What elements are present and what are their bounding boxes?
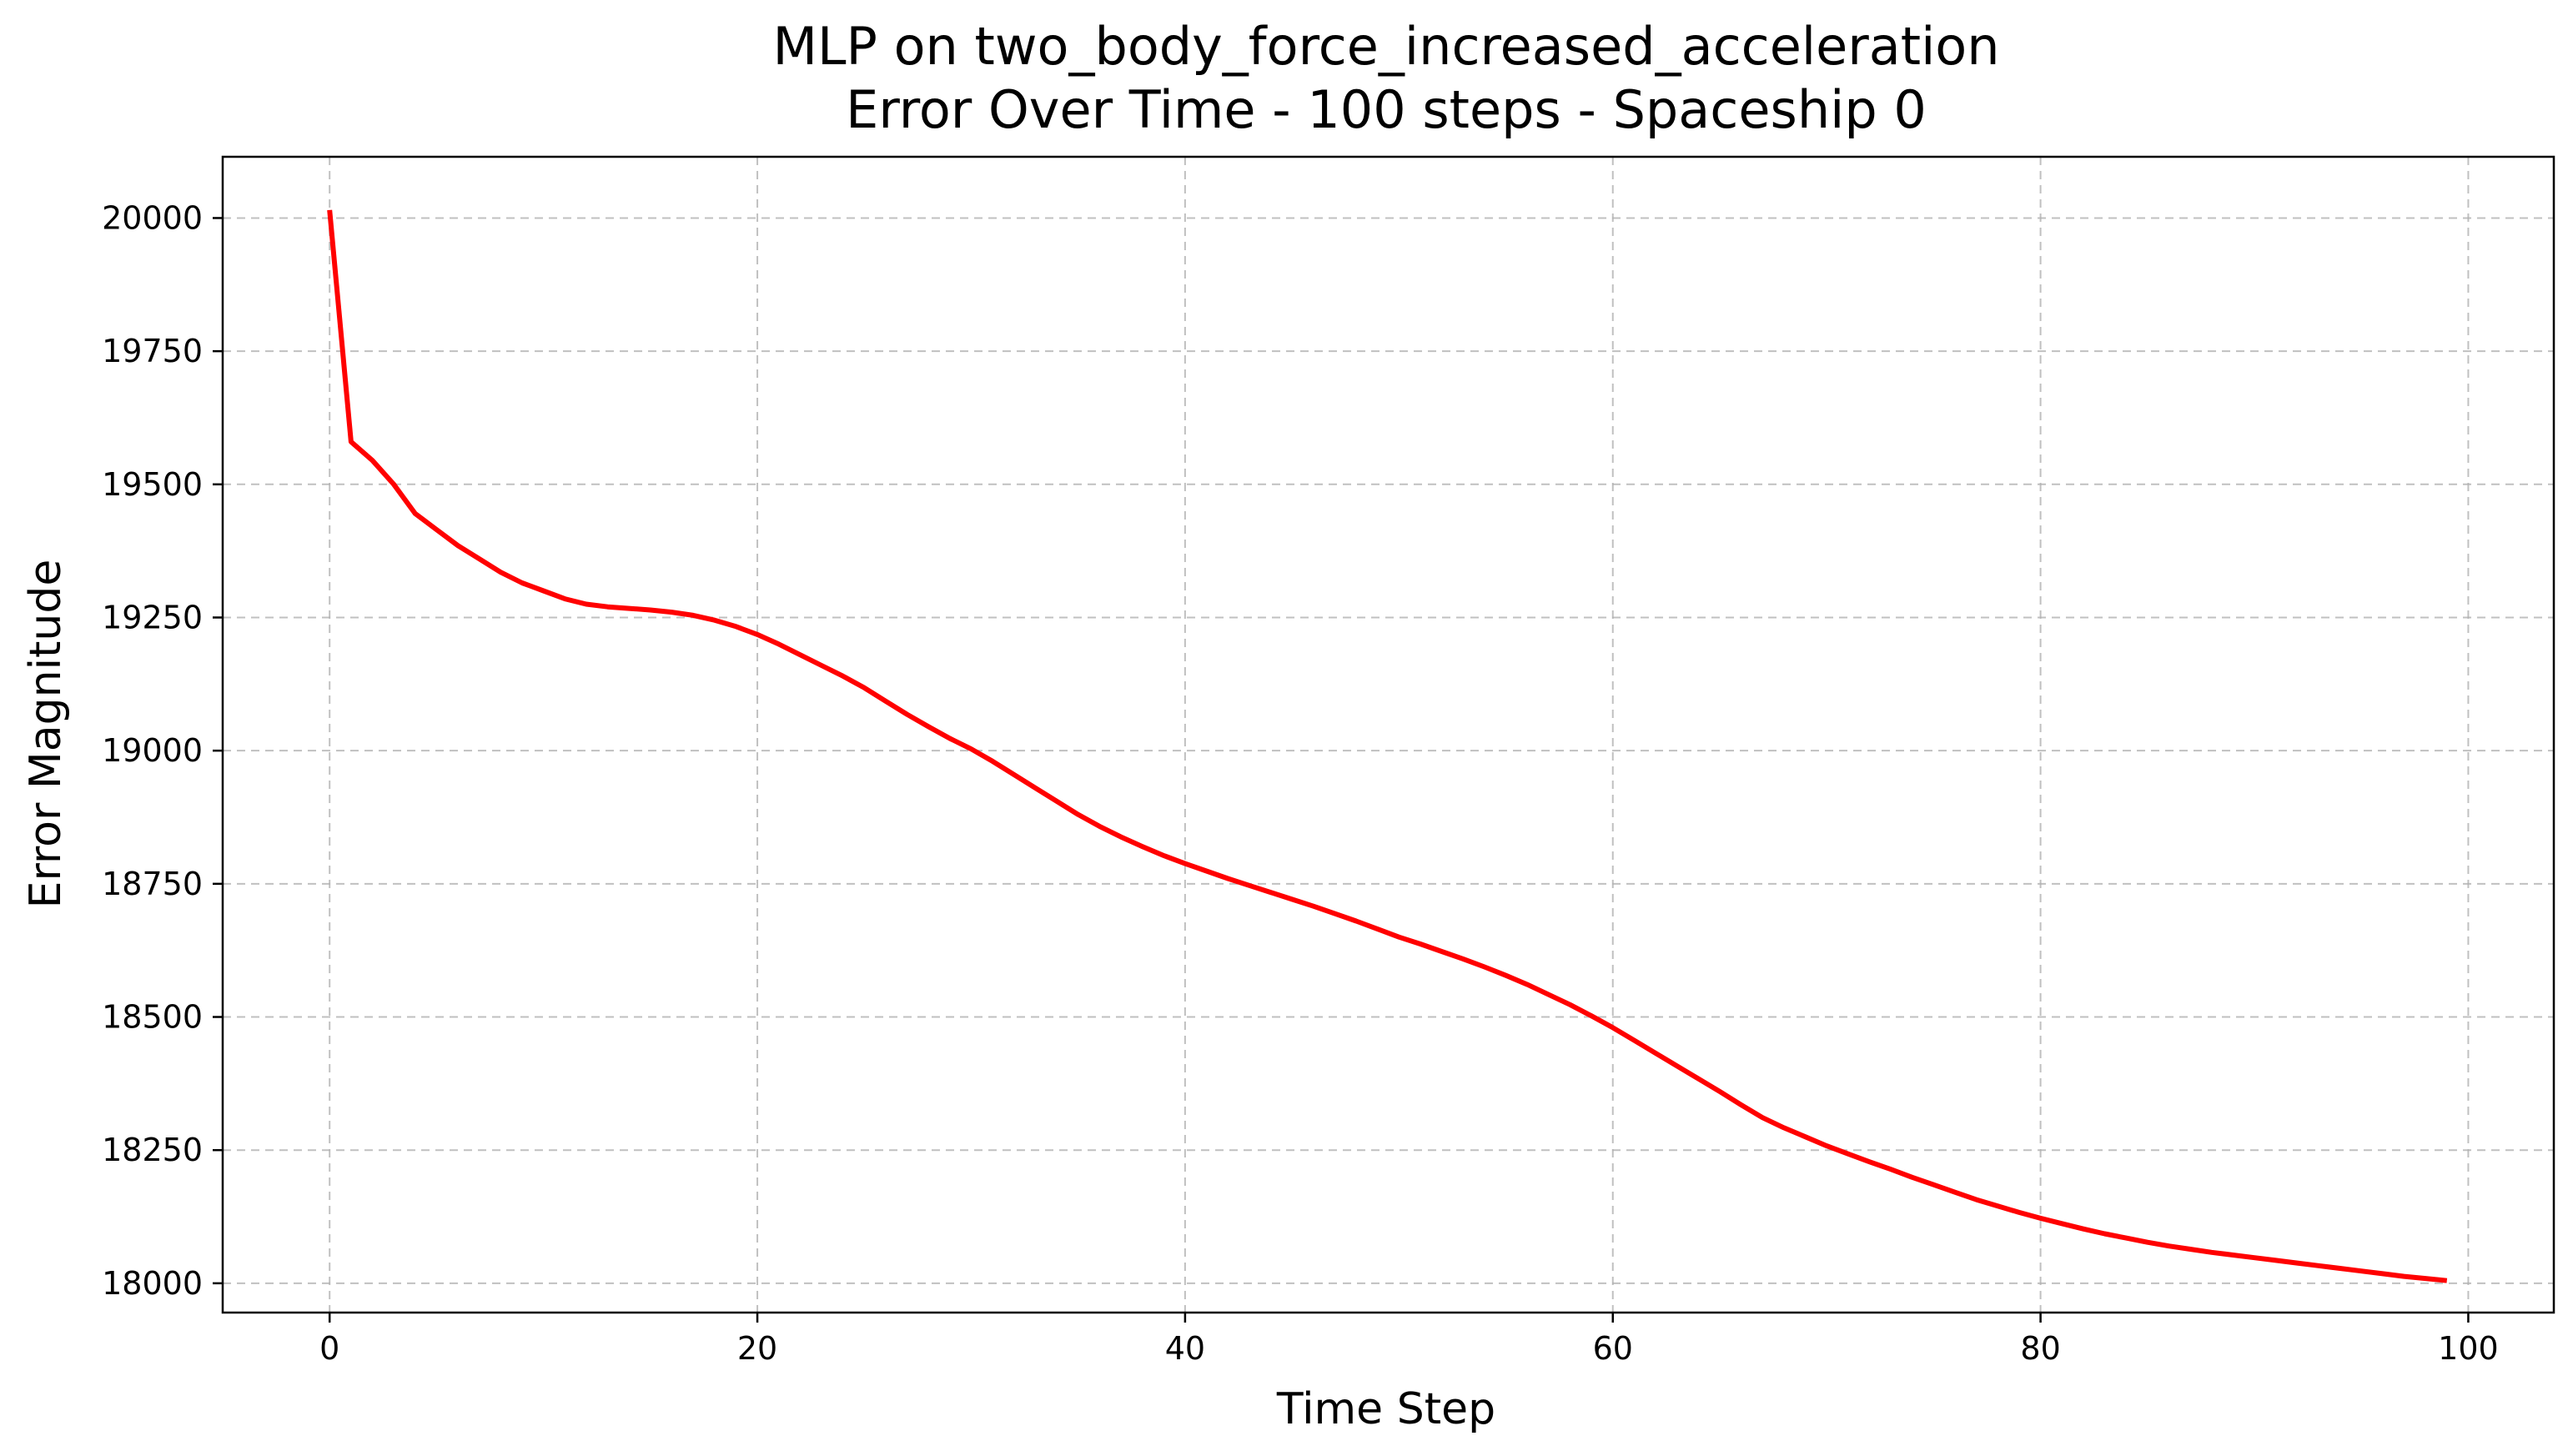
x-tick-label: 60 <box>1593 1330 1633 1367</box>
y-tick-label: 19250 <box>102 599 203 635</box>
series-line <box>327 209 2448 1283</box>
x-axis-label: Time Step <box>1276 1384 1495 1434</box>
x-tick-label: 0 <box>319 1330 339 1367</box>
series-lines <box>327 209 2448 1283</box>
y-axis-ticks: 18000 18250 18500 18750 19000 19250 19500 19750… <box>102 199 223 1302</box>
x-tick-label: 100 <box>2438 1330 2499 1367</box>
y-tick-label: 19750 <box>102 333 203 369</box>
x-tick-label: 80 <box>2020 1330 2060 1367</box>
x-tick-label: 40 <box>1165 1330 1205 1367</box>
y-tick-label: 19500 <box>102 466 203 503</box>
y-tick-label: 18500 <box>102 999 203 1036</box>
y-tick-label: 20000 <box>102 199 203 236</box>
y-tick-label: 19000 <box>102 732 203 769</box>
y-tick-label: 18000 <box>102 1265 203 1302</box>
chart-title: MLP on two_body_force_increased_accelera… <box>772 16 1999 77</box>
plot-frame <box>221 155 2555 1314</box>
grid-lines <box>223 157 2554 1313</box>
chart-subtitle: Error Over Time - 100 steps - Spaceship … <box>846 79 1927 140</box>
y-axis-label: Error Magnitude <box>21 560 71 909</box>
x-tick-label: 20 <box>737 1330 777 1367</box>
x-axis-ticks: 0 20 40 60 80 100 <box>319 1313 2499 1367</box>
y-tick-label: 18750 <box>102 866 203 902</box>
y-tick-label: 18250 <box>102 1132 203 1168</box>
